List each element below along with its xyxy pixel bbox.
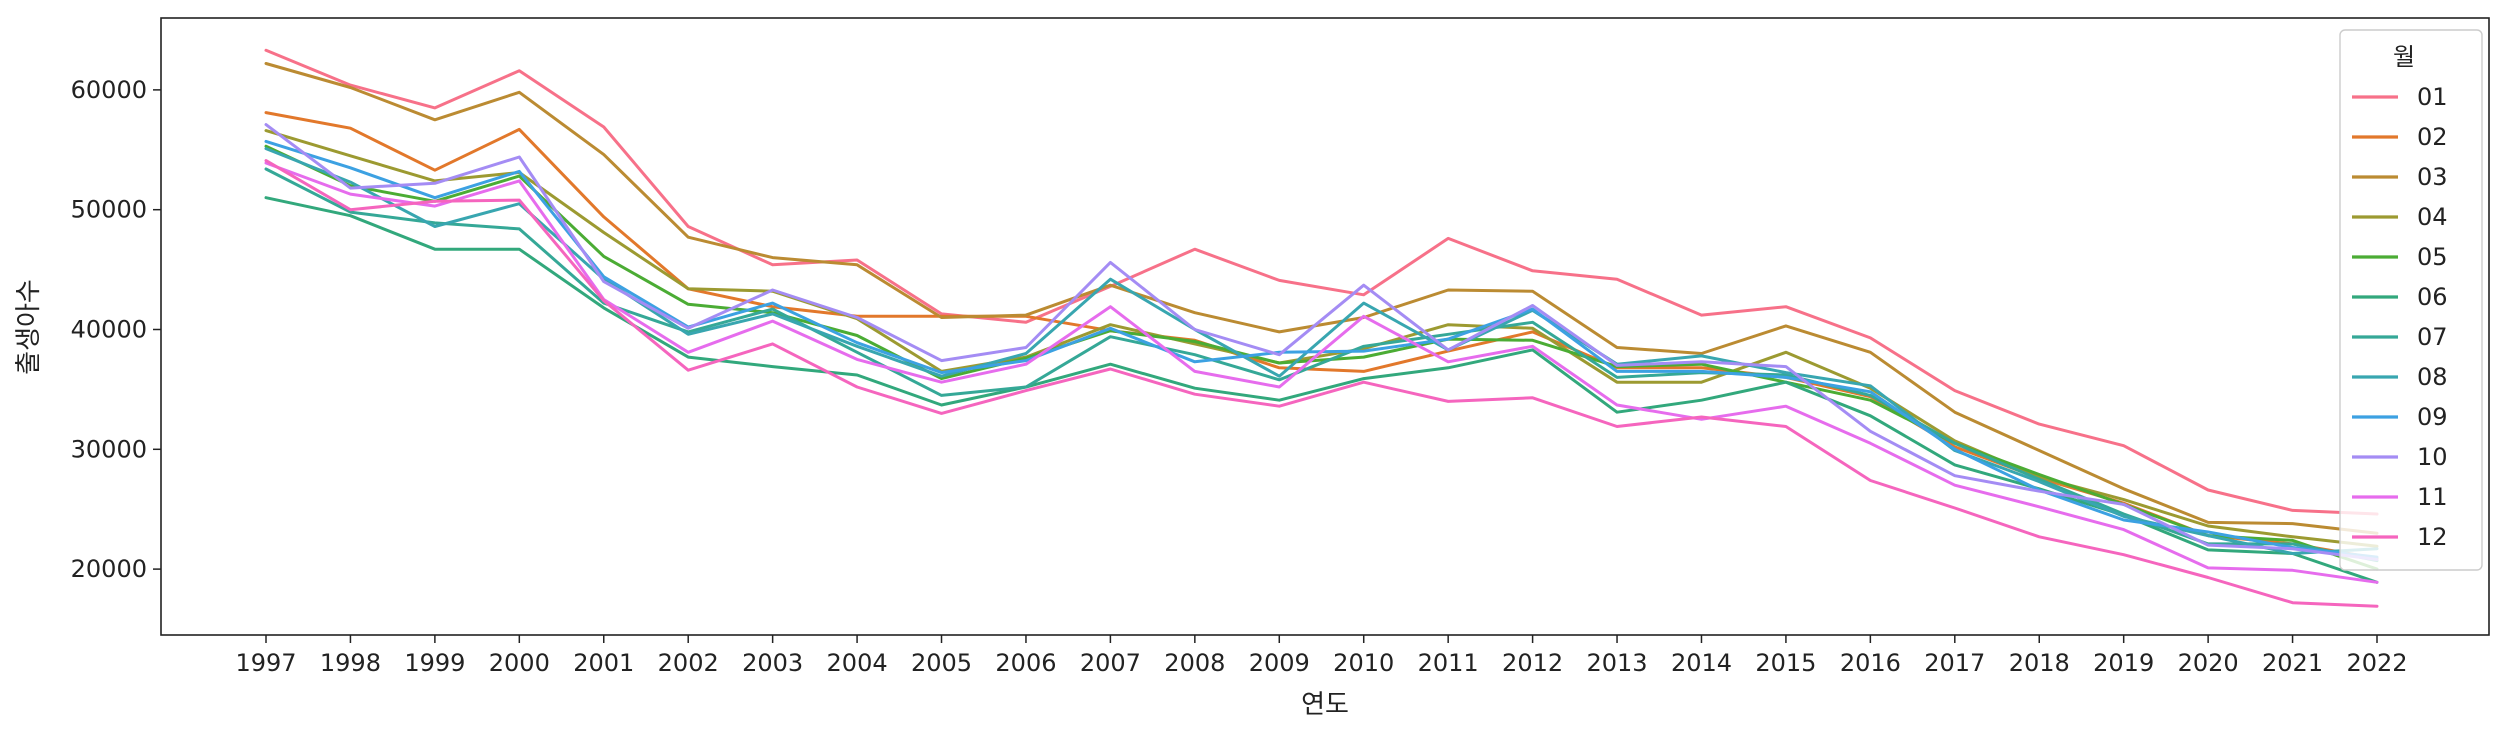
series-line-01 (264, 48, 2379, 516)
series-lines (264, 48, 2379, 608)
series-line-10 (264, 123, 2379, 561)
x-tick-label: 2016 (1840, 649, 1901, 677)
legend-label-05: 05 (2417, 243, 2448, 271)
legend-label-07: 07 (2417, 323, 2448, 351)
legend-label-08: 08 (2417, 363, 2448, 391)
y-axis-label: 출생아수 (14, 279, 44, 375)
x-tick-label: 1999 (404, 649, 465, 677)
legend-label-03: 03 (2417, 163, 2448, 191)
x-tick-label: 2019 (2093, 649, 2154, 677)
legend-label-11: 11 (2417, 483, 2448, 511)
x-tick-label: 2007 (1080, 649, 1141, 677)
legend-label-02: 02 (2417, 123, 2448, 151)
y-axis-ticks: 20000 30000 40000 50000 60000 (71, 76, 161, 583)
x-tick-label: 2021 (2262, 649, 2323, 677)
x-tick-label: 2003 (742, 649, 803, 677)
x-tick-label: 2009 (1249, 649, 1310, 677)
x-tick-label: 2011 (1418, 649, 1479, 677)
series-line-11 (264, 161, 2379, 584)
series-line-05 (264, 144, 2379, 571)
plot-frame (160, 17, 2490, 636)
legend-title: 월 (2393, 43, 2415, 71)
legend-box (2339, 29, 2483, 571)
x-tick-label: 2013 (1587, 649, 1648, 677)
x-tick-label: 2014 (1671, 649, 1732, 677)
x-tick-label: 2002 (658, 649, 719, 677)
legend-label-12: 12 (2417, 523, 2448, 551)
y-tick-label: 50000 (71, 196, 147, 224)
x-axis-label: 연도 (1301, 690, 1349, 720)
series-line-04 (264, 129, 2379, 548)
y-tick-label: 40000 (71, 315, 147, 343)
x-tick-label: 2017 (1924, 649, 1985, 677)
x-axis-ticks: 1997 1998 1999 2000 2001 2002 2003 2004 2005 2006… (235, 635, 2408, 677)
x-tick-label: 2005 (911, 649, 972, 677)
x-tick-label: 2015 (1755, 649, 1816, 677)
series-line-03 (264, 62, 2379, 535)
legend-label-10: 10 (2417, 443, 2448, 471)
legend-label-01: 01 (2417, 83, 2448, 111)
series-line-12 (264, 159, 2379, 608)
x-tick-label: 2004 (827, 649, 888, 677)
y-tick-label: 60000 (71, 76, 147, 104)
x-tick-label: 2020 (2178, 649, 2239, 677)
y-tick-label: 30000 (71, 435, 147, 463)
legend-label-04: 04 (2417, 203, 2448, 231)
x-tick-label: 2012 (1502, 649, 1563, 677)
x-tick-label: 2018 (2009, 649, 2070, 677)
x-tick-label: 2001 (573, 649, 634, 677)
x-tick-label: 1997 (235, 649, 296, 677)
x-tick-label: 2006 (995, 649, 1056, 677)
x-tick-label: 2022 (2346, 649, 2407, 677)
x-tick-label: 2010 (1333, 649, 1394, 677)
legend-label-09: 09 (2417, 403, 2448, 431)
x-tick-label: 2000 (489, 649, 550, 677)
x-tick-label: 2008 (1164, 649, 1225, 677)
legend: 월 01 02 03 04 05 06 07 08 09 10 11 12 (2339, 29, 2483, 571)
x-tick-label: 1998 (320, 649, 381, 677)
y-tick-label: 20000 (71, 555, 147, 583)
legend-items: 01 02 03 04 05 06 07 08 09 10 11 12 (2352, 83, 2448, 551)
legend-label-06: 06 (2417, 283, 2448, 311)
